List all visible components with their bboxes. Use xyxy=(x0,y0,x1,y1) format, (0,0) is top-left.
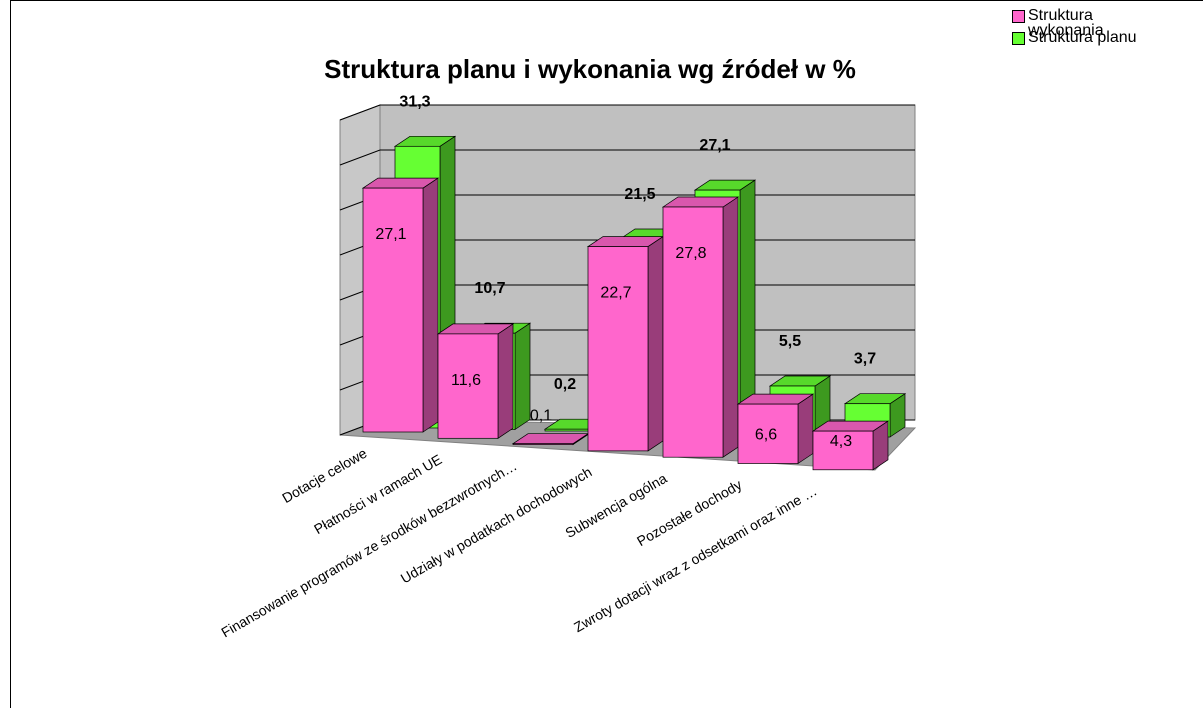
bar xyxy=(586,235,665,452)
grid-line xyxy=(339,104,915,121)
data-label: 3,7 xyxy=(854,351,876,368)
bar xyxy=(361,177,440,433)
bar-front xyxy=(662,206,724,458)
bar-front xyxy=(512,443,574,445)
bar-side xyxy=(647,235,664,452)
legend-item: Struktura wykonania xyxy=(1012,7,1182,39)
data-label: 31,3 xyxy=(399,93,430,110)
legend-swatch xyxy=(1012,32,1025,45)
data-label: 4,3 xyxy=(830,433,852,450)
data-label: 22,7 xyxy=(600,285,631,302)
data-label: 10,7 xyxy=(474,280,505,297)
legend-label: Struktura planu xyxy=(1028,29,1137,46)
chart-title: Struktura planu i wykonania wg źródeł w … xyxy=(324,54,856,84)
data-label: 21,5 xyxy=(624,186,655,203)
bar-front xyxy=(362,187,424,433)
bar xyxy=(736,393,815,465)
data-label: 27,1 xyxy=(699,137,730,154)
bar-side xyxy=(797,393,814,465)
bar-side xyxy=(722,196,739,458)
legend-item: Struktura planu xyxy=(1012,29,1182,46)
bar-front xyxy=(587,246,649,452)
bar-side xyxy=(422,177,439,433)
bar xyxy=(661,196,740,458)
bar xyxy=(511,433,590,446)
data-label: 6,6 xyxy=(755,427,777,444)
bar xyxy=(436,323,515,439)
legend-label: Struktura wykonania xyxy=(1028,7,1104,39)
bar xyxy=(811,420,890,471)
bar-side xyxy=(514,322,531,431)
data-label: 27,8 xyxy=(675,245,706,262)
grid-line xyxy=(339,149,915,166)
bar-front xyxy=(812,430,874,471)
data-label: 11,6 xyxy=(451,372,481,389)
bar-front xyxy=(544,428,591,432)
data-label: 0,2 xyxy=(554,376,576,393)
data-label: 27,1 xyxy=(375,226,406,243)
bars: 31,3 10,7 0,2 21,5 27,1 5,5 3,7 27,1 11,6 0,1 22,7… xyxy=(361,93,907,471)
legend: Struktura wykonania Struktura planu xyxy=(1012,8,1182,49)
data-label: 5,5 xyxy=(779,333,801,350)
data-label: 0,1 xyxy=(530,408,552,425)
bar-front xyxy=(737,403,799,464)
bar-front xyxy=(437,333,499,439)
bar-side xyxy=(497,323,514,439)
legend-swatch xyxy=(1012,10,1025,23)
